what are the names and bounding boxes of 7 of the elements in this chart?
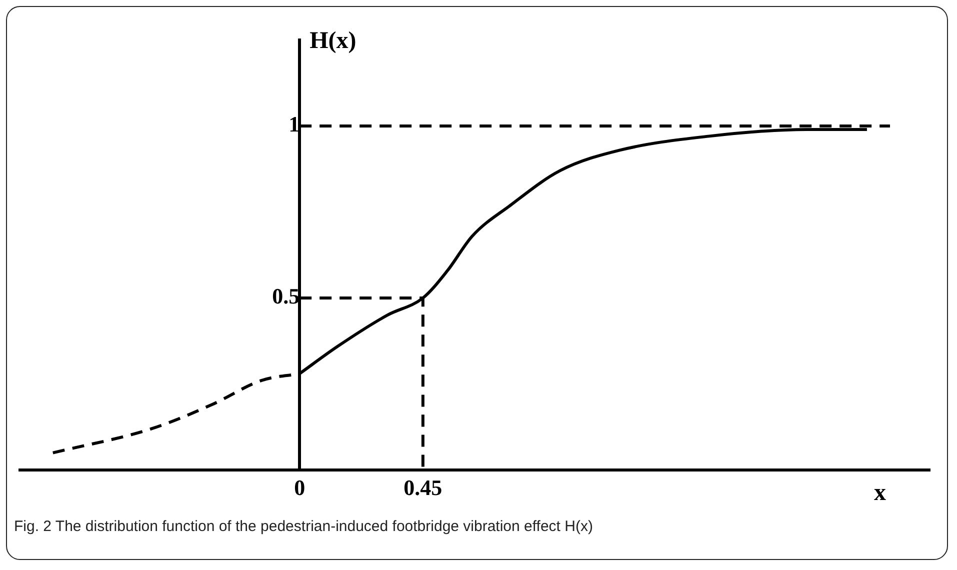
y-axis-title: H(x) [310,28,356,54]
x-axis-title: x [874,480,886,506]
y-tick-label: 0.5 [272,284,300,309]
y-tick-label: 1 [288,112,300,137]
caption: Fig. 2 The distribution function of the pedestrian-induced footbridge vibration effect H(x) [14,518,593,535]
x-tick-label: 0 [294,474,306,500]
x-tick-label: 0.45 [404,474,442,500]
